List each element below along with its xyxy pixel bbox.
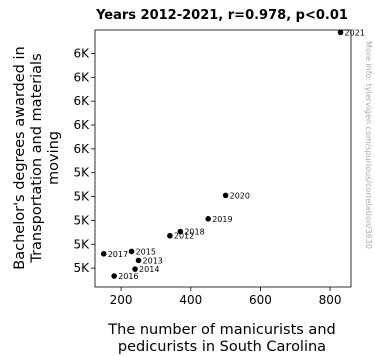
point-label-2020: 2020 [230, 191, 250, 200]
point-label-2015: 2015 [136, 247, 156, 256]
y-tick-label: 6K [73, 142, 90, 156]
data-point-2013 [135, 257, 142, 264]
y-axis-label: Bachelor's degrees awarded in [12, 46, 28, 269]
x-tick-label: 400 [179, 293, 202, 307]
point-label-2016: 2016 [118, 272, 138, 281]
point-label-2017: 2017 [108, 250, 128, 259]
x-axis-label-line-1: The number of manicurists and [107, 322, 335, 338]
y-tick-label: 6K [73, 70, 90, 84]
y-axis-label-line-2: Transportation and materials [29, 53, 45, 263]
y-tick-label: 6K [73, 46, 90, 60]
data-point-2016 [111, 273, 117, 279]
y-tick-label: 6K [73, 118, 90, 132]
y-tick-label: 6K [73, 94, 90, 108]
x-tick-label: 600 [249, 293, 272, 307]
point-label-2018: 2018 [184, 228, 204, 237]
y-tick-label: 5K [73, 261, 90, 275]
chart-title: Years 2012-2021, r=0.978, p<0.01 [95, 8, 348, 23]
x-axis: 200 400 600 800 [110, 287, 342, 307]
x-tick-label: 800 [319, 293, 342, 307]
data-point-2019 [205, 216, 211, 222]
y-tick-label: 5K [73, 190, 90, 204]
x-axis-label-line-2: pedicurists in South Carolina [118, 339, 326, 355]
data-point-2018 [177, 228, 184, 235]
data-point-2021 [337, 29, 344, 36]
y-axis: 5K 5K 5K 5K 5K 6K 6K 6K 6K 6K [73, 46, 95, 275]
y-tick-label: 5K [73, 237, 90, 251]
data-point-2014 [132, 266, 138, 272]
watermark-group: More info: tylervigen.com/spurious/corre… [364, 41, 373, 249]
y-axis-label-2: Transportation and materials [29, 53, 45, 263]
point-label-2019: 2019 [212, 215, 232, 224]
data-point-2012 [167, 232, 173, 239]
point-label-2021: 2021 [345, 28, 365, 37]
y-axis-label-line-1: Bachelor's degrees awarded in [12, 46, 28, 269]
data-point-2017 [100, 251, 107, 257]
point-label-2013: 2013 [143, 256, 163, 265]
y-axis-label-line-3: moving [46, 131, 62, 185]
y-tick-label: 5K [73, 213, 90, 227]
data-point-2020 [222, 192, 229, 199]
y-tick-label: 5K [73, 166, 90, 180]
point-label-2012: 2012 [174, 232, 194, 241]
y-axis-label-3: moving [46, 131, 62, 185]
x-tick-label: 200 [110, 293, 133, 307]
point-label-2014: 2014 [139, 265, 159, 274]
watermark: More info: tylervigen.com/spurious/corre… [364, 41, 373, 249]
plot-area-frame [94, 29, 352, 288]
data-point-2015 [128, 248, 135, 255]
